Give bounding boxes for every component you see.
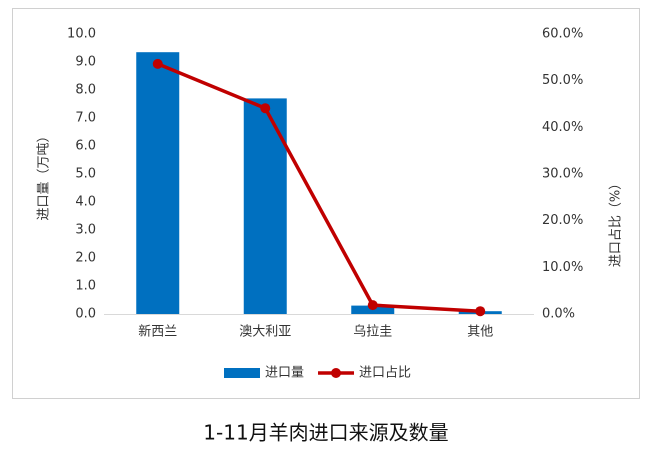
y2-tick-label: 0.0%	[542, 307, 575, 322]
line-marker	[367, 300, 378, 311]
y-tick-label: 9.0	[75, 55, 96, 70]
y-tick-label: 6.0	[75, 139, 96, 154]
y-tick-label: 5.0	[75, 167, 96, 182]
y2-axis-title: 进口占比（%）	[609, 177, 624, 267]
line-marker	[260, 103, 271, 114]
bar	[136, 52, 180, 314]
y2-tick-label: 60.0%	[542, 27, 583, 42]
y2-tick-label: 50.0%	[542, 73, 583, 88]
y2-tick-label: 10.0%	[542, 260, 583, 275]
y-tick-label: 8.0	[75, 83, 96, 98]
line	[157, 62, 481, 313]
y-tick-label: 4.0	[75, 195, 96, 210]
line-marker	[152, 58, 163, 69]
y2-tick-label: 40.0%	[542, 120, 583, 135]
y-tick-label: 2.0	[75, 251, 96, 266]
y-tick-label: 3.0	[75, 223, 96, 238]
y2-tick-label: 30.0%	[542, 167, 583, 182]
y-tick-label: 0.0	[75, 307, 96, 322]
x-tick-label: 澳大利亚	[239, 324, 291, 340]
line-marker	[475, 306, 486, 317]
legend-label: 进口占比	[359, 366, 411, 381]
y2-tick-label: 20.0%	[542, 213, 583, 228]
legend-marker	[331, 368, 342, 378]
y-tick-label: 7.0	[75, 111, 96, 126]
y-axis-title: 进口量（万吨）	[37, 129, 52, 220]
x-tick-label: 新西兰	[138, 324, 177, 340]
legend-label: 进口量	[265, 366, 304, 381]
chart-title: 1-11月羊肉进口来源及数量	[203, 421, 448, 445]
x-tick-label: 乌拉圭	[353, 324, 392, 340]
y-tick-label: 10.0	[67, 27, 96, 42]
x-tick-label: 其他	[467, 325, 493, 340]
legend-swatch	[224, 368, 260, 378]
y-tick-label: 1.0	[75, 279, 96, 294]
bar	[243, 98, 287, 315]
chart-frame	[12, 8, 640, 399]
